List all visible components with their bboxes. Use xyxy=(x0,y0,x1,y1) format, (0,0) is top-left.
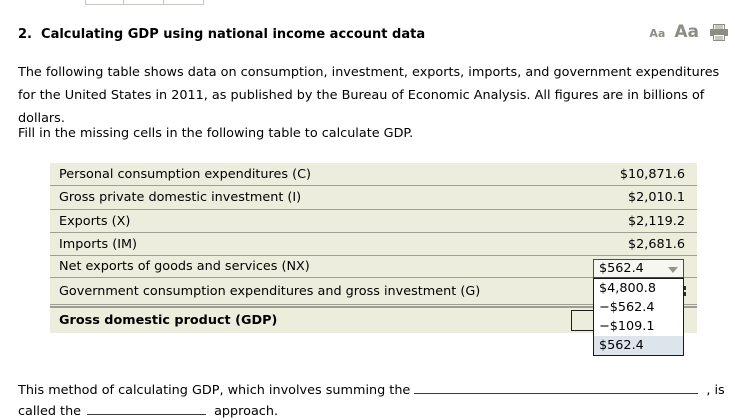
question-title: 2. Calculating GDP using national income… xyxy=(18,27,426,42)
toolbar: Aa Aa xyxy=(649,24,729,41)
row-label: Net exports of goods and services (NX) xyxy=(59,259,310,274)
nx-dropdown-option-highlighted[interactable]: $562.4 xyxy=(594,336,683,355)
nx-dropdown[interactable]: $562.4 xyxy=(593,259,684,278)
chevron-down-icon xyxy=(668,267,678,273)
row-value: $2,010.1 xyxy=(628,190,685,205)
instruction-paragraph: Fill in the missing cells in the followi… xyxy=(18,126,414,141)
row-value: $2,681.6 xyxy=(628,236,685,252)
answer-blank-approach[interactable] xyxy=(87,401,207,415)
nx-dropdown-selected-value: $562.4 xyxy=(599,261,644,276)
sentence-text: called the xyxy=(18,404,82,419)
sentence-text: This method of calculating GDP, which in… xyxy=(18,383,411,398)
row-label: Personal consumption expenditures (C) xyxy=(59,166,312,182)
table-row-investment: Gross private domestic investment (I) $2… xyxy=(50,186,697,210)
table-row-gdp: Gross domestic product (GDP) xyxy=(50,307,697,333)
fragment-cell xyxy=(124,0,164,4)
total-rule xyxy=(50,305,697,307)
table-row-imports: Imports (IM) $2,681.6 xyxy=(50,233,697,256)
fragment-cell xyxy=(164,0,203,4)
table-row-government: Government consumption expenditures and … xyxy=(50,278,697,305)
increase-font-button[interactable]: Aa xyxy=(674,22,699,42)
nx-dropdown-option[interactable]: $4,800.8 xyxy=(599,281,656,296)
row-label: Gross domestic product (GDP) xyxy=(59,313,278,328)
fragment-cell xyxy=(86,0,124,4)
intro-paragraph: The following table shows data on consum… xyxy=(18,65,720,126)
row-value: $10,871.6 xyxy=(619,166,685,182)
fill-in-sentence-line1: This method of calculating GDP, which in… xyxy=(18,380,725,398)
gdp-table: Personal consumption expenditures (C) $1… xyxy=(50,163,697,333)
row-label: Gross private domestic investment (I) xyxy=(59,190,302,205)
row-value: $2,119.2 xyxy=(628,213,685,229)
nx-dropdown-option-list: $4,800.8 −$562.4 −$109.1 $562.4 xyxy=(593,278,684,356)
print-icon[interactable] xyxy=(709,24,729,41)
row-label: Exports (X) xyxy=(59,213,131,229)
row-label: Government consumption expenditures and … xyxy=(59,283,481,299)
fill-in-sentence-line2: called the approach. xyxy=(18,401,278,419)
row-label: Imports (IM) xyxy=(59,236,138,252)
previous-question-input-fragment xyxy=(85,0,204,5)
table-row-consumption: Personal consumption expenditures (C) $1… xyxy=(50,163,697,186)
nx-dropdown-option[interactable]: −$109.1 xyxy=(599,319,655,334)
nx-dropdown-option[interactable]: −$562.4 xyxy=(599,300,655,315)
answer-blank-method[interactable] xyxy=(414,380,699,394)
sentence-text: approach. xyxy=(214,404,279,419)
sentence-text: , is xyxy=(706,383,725,398)
table-row-net-exports: Net exports of goods and services (NX) xyxy=(50,256,697,278)
table-row-exports: Exports (X) $2,119.2 xyxy=(50,210,697,233)
decrease-font-button[interactable]: Aa xyxy=(649,27,666,40)
